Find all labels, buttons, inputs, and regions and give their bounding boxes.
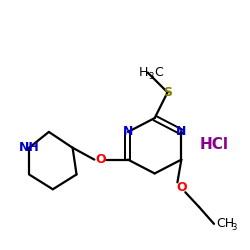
Text: 3: 3 <box>149 72 154 81</box>
Text: N: N <box>123 126 133 138</box>
Text: C: C <box>155 66 164 79</box>
Text: S: S <box>163 86 172 99</box>
Text: O: O <box>176 181 187 194</box>
Text: O: O <box>95 153 106 166</box>
Text: N: N <box>176 126 186 138</box>
Text: H: H <box>138 66 148 79</box>
Text: HCl: HCl <box>200 137 228 152</box>
Text: 3: 3 <box>231 223 236 232</box>
Text: NH: NH <box>19 141 40 154</box>
Text: CH: CH <box>216 218 234 230</box>
